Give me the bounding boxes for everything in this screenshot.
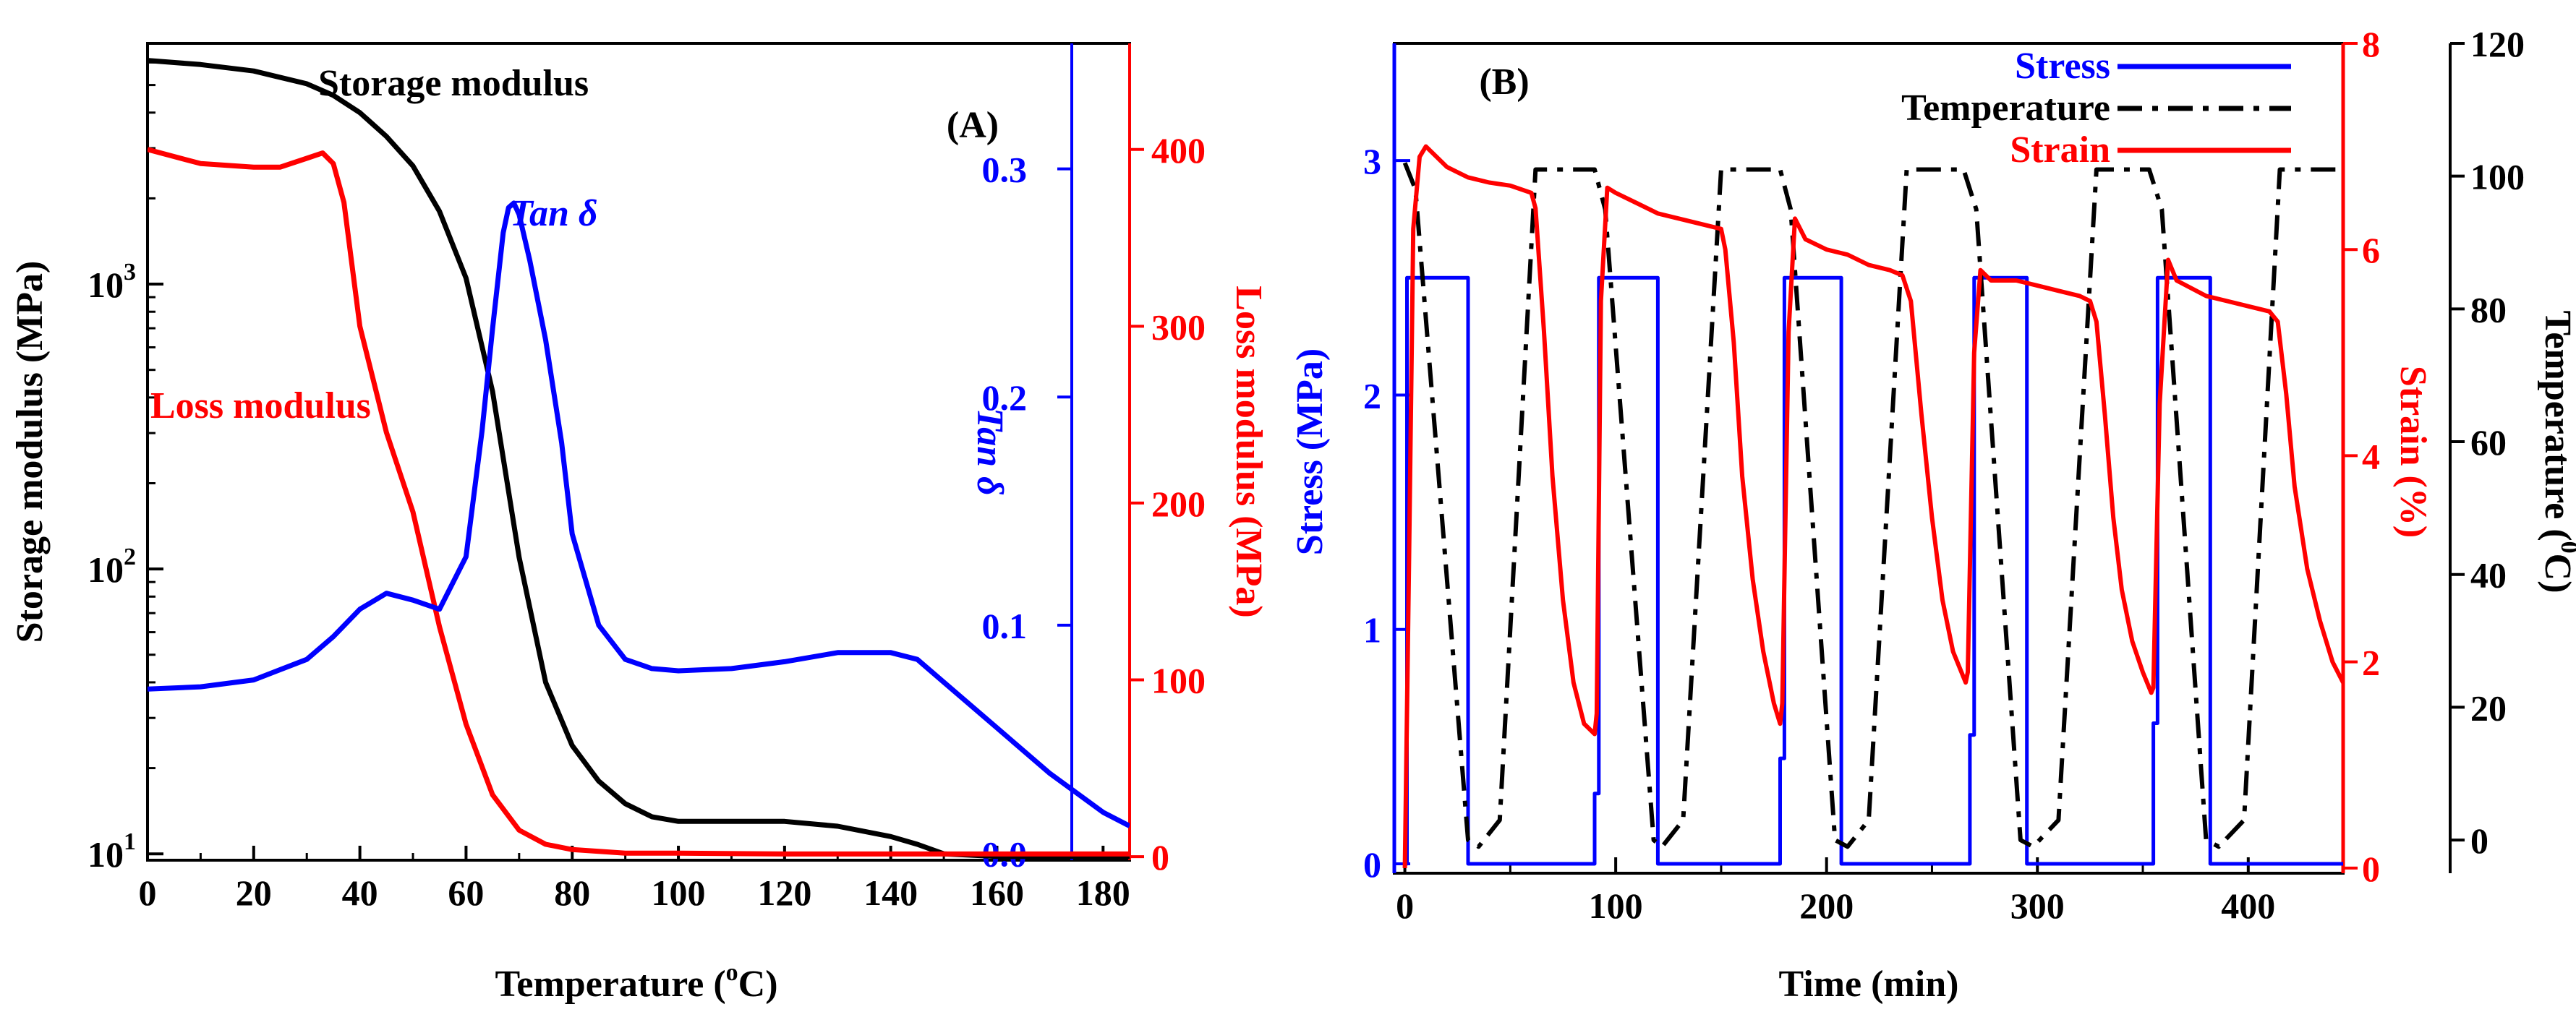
temperature-tick-label: 60 <box>2470 422 2507 463</box>
a-x-tick-label: 100 <box>652 872 706 913</box>
tan-tick-label: 0.3 <box>982 150 1028 190</box>
panel-b-title: (B) <box>1479 61 1529 103</box>
legend-label: Strain <box>2010 129 2110 171</box>
strain-axis-ticks: 0 2 4 6 8 <box>2343 24 2380 889</box>
a-x-tick-label: 80 <box>554 872 590 913</box>
stress-tick-label: 3 <box>1363 141 1381 181</box>
temperature-tick-label: 100 <box>2470 157 2525 197</box>
a-x-tick-label: 180 <box>1076 872 1130 913</box>
a-x-tick-label: 20 <box>236 872 272 913</box>
stress-tick-label: 0 <box>1363 844 1381 885</box>
strain-tick-label: 4 <box>2362 436 2380 476</box>
panel-b-x-ticks: 0 100 200 300 400 <box>1396 857 2275 926</box>
a-x-tick-label: 140 <box>863 872 918 913</box>
storage-annotation: Storage modulus <box>318 63 589 104</box>
panel-b-x-label: Time (min) <box>1779 964 1959 1005</box>
strain-tick-label: 2 <box>2362 643 2380 683</box>
strain-tick-label: 6 <box>2362 230 2380 270</box>
a-x-tick-label: 40 <box>342 872 378 913</box>
loss-tick-label: 200 <box>1151 484 1206 524</box>
strain-tick-label: 8 <box>2362 24 2380 64</box>
temperature-axis-ticks: 0 20 40 60 80 100 120 <box>2450 24 2525 861</box>
a-x-tick-label: 160 <box>970 872 1024 913</box>
panel-a-x-ticks: 0 20 40 60 80 100 120 140 160 180 <box>139 846 1130 913</box>
storage-tick-label: 103 <box>88 259 136 305</box>
storage-tick-label: 102 <box>88 544 136 590</box>
tan-axis-ticks: 0.00.10.20.3 <box>982 150 1072 875</box>
panel-a-x-label: Temperature (oC) <box>495 959 777 1005</box>
tan-axis-label: Tan δ <box>969 408 1010 496</box>
temperature-axis-label: Temperature (0C) <box>2537 310 2576 593</box>
storage-axis-ticks: 101 102 103 <box>88 61 163 875</box>
temperature-tick-label: 0 <box>2470 820 2488 861</box>
tan-tick-label: 0.1 <box>982 606 1028 646</box>
b-x-tick-label: 100 <box>1589 886 1643 926</box>
storage-tick-label: 101 <box>88 828 136 875</box>
strain-axis-label: Strain (%) <box>2392 366 2434 538</box>
loss-tick-label: 300 <box>1151 306 1206 347</box>
stress-tick-label: 1 <box>1363 610 1381 651</box>
panel-b: 0 100 200 300 400 0 1 2 3 0 2 4 6 8 0 20 40 60 80 100 120… <box>1289 24 2576 1005</box>
a-x-tick-label: 0 <box>139 872 157 913</box>
b-x-tick-label: 200 <box>1799 886 1854 926</box>
temperature-tick-label: 120 <box>2470 24 2525 64</box>
loss-annotation: Loss modulus <box>150 385 371 426</box>
a-x-tick-label: 60 <box>448 872 484 913</box>
series-strain <box>1402 144 2343 868</box>
strain-tick-label: 0 <box>2362 849 2380 889</box>
stress-axis-label: Stress (MPa) <box>1289 348 1331 555</box>
b-x-tick-label: 400 <box>2221 886 2275 926</box>
stress-tick-label: 2 <box>1363 375 1381 416</box>
tan-annotation: Tan δ <box>510 193 598 234</box>
loss-tick-label: 100 <box>1151 661 1206 701</box>
panel-a-title: (A) <box>947 105 999 146</box>
loss-tick-label: 400 <box>1151 130 1206 171</box>
stress-axis-ticks: 0 1 2 3 <box>1363 141 1410 885</box>
panel-a-series <box>148 58 1130 859</box>
loss-tick-label: 0 <box>1151 837 1169 878</box>
series-tan- <box>148 200 1130 828</box>
loss-axis-ticks: 0 100 200 300 400 <box>1130 130 1206 878</box>
temperature-tick-label: 80 <box>2470 289 2507 330</box>
legend-label: Temperature <box>1901 87 2110 129</box>
b-x-tick-label: 0 <box>1396 886 1414 926</box>
series-stress <box>1404 275 2343 866</box>
b-x-tick-label: 300 <box>2010 886 2065 926</box>
series-loss-modulus <box>148 147 1130 857</box>
panel-b-series <box>1402 144 2343 868</box>
tan-tick-label: 0.2 <box>982 377 1028 418</box>
series-storage-modulus <box>148 58 1130 859</box>
storage-axis-label: Storage modulus (MPa) <box>9 261 51 643</box>
temperature-tick-label: 20 <box>2470 687 2507 728</box>
a-x-tick-label: 120 <box>757 872 811 913</box>
loss-axis-label: Loss modulus (MPa) <box>1228 286 1269 617</box>
series-temperature <box>1402 162 2343 849</box>
legend-label: Stress <box>2015 46 2110 87</box>
temperature-tick-label: 40 <box>2470 555 2507 596</box>
